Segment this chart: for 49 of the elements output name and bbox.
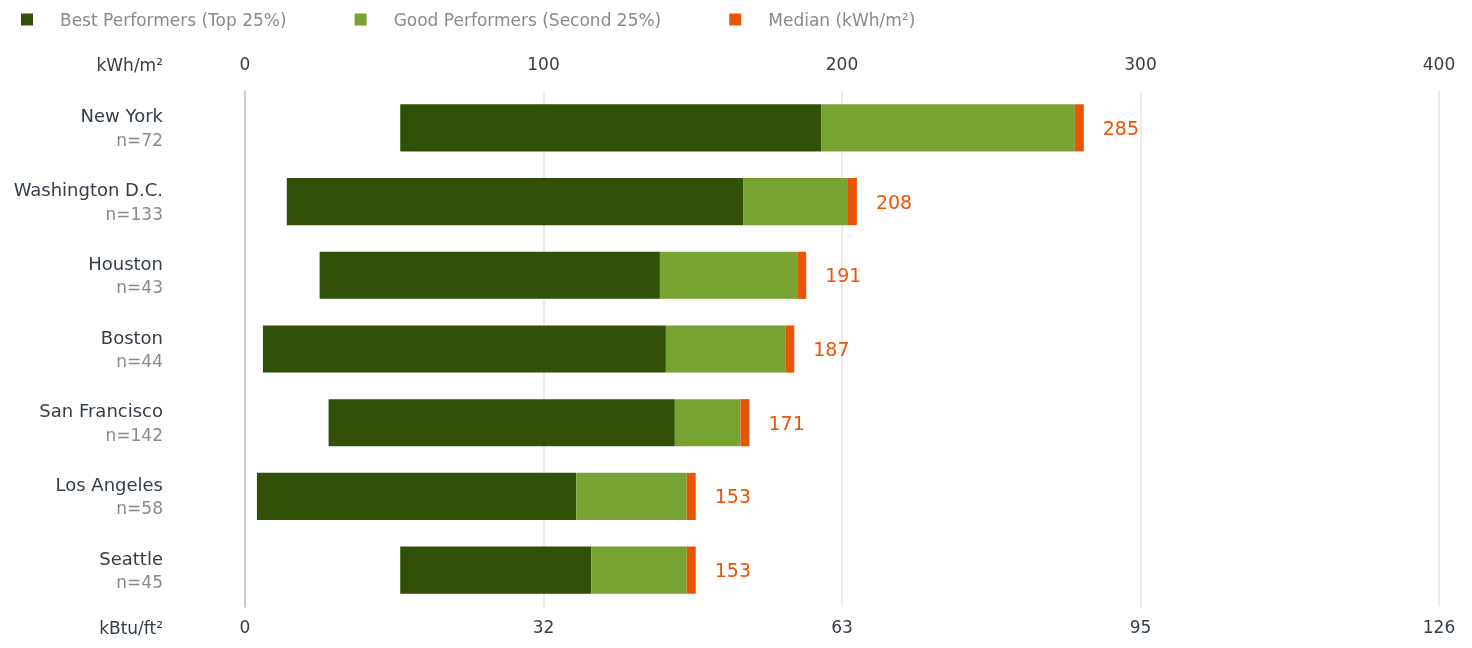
x-axis-title: kWh/m²	[96, 54, 163, 75]
bar	[686, 472, 696, 521]
x2-tick-label: 95	[1129, 616, 1152, 637]
x2-axis-title: kBtu/ft²	[99, 617, 163, 638]
bar	[319, 251, 660, 299]
bar	[821, 104, 1075, 152]
bar	[674, 399, 741, 447]
x2-tick-label: 126	[1422, 616, 1456, 637]
bar	[665, 325, 786, 373]
bar	[847, 177, 857, 226]
legend-label: Good Performers (Second 25%)	[393, 9, 662, 30]
y-tick-label: Washington D.C. n=133	[13, 179, 163, 224]
bar	[659, 251, 798, 299]
bar	[400, 104, 822, 152]
legend-label: Median (kWh/m²)	[768, 9, 916, 30]
bar	[686, 546, 696, 594]
bar	[328, 399, 675, 447]
bar	[576, 472, 687, 521]
annotation: 153	[714, 485, 751, 508]
y-tick-label: Seattle n=45	[99, 547, 163, 593]
x-tick-label: 200	[825, 53, 859, 74]
y-tick-label: New York n=72	[80, 105, 164, 150]
x2-tick-label: 0	[239, 616, 251, 637]
x2-tick-label: 63	[831, 616, 853, 637]
x2-tick-label: 32	[532, 616, 555, 637]
annotation: 285	[1102, 116, 1140, 139]
annotation: 187	[813, 338, 850, 360]
x-tick-label: 100	[527, 53, 560, 74]
bar	[743, 177, 848, 226]
x-tick-label: 0	[239, 53, 251, 74]
annotation: 171	[768, 411, 805, 434]
y-tick-label: San Francisco n=142	[39, 400, 163, 445]
y-tick-label: Los Angeles n=58	[55, 473, 163, 519]
bar	[262, 325, 666, 373]
annotation: 208	[875, 190, 913, 213]
annotation: 191	[825, 264, 862, 287]
legend-label: Best Performers (Top 25%)	[60, 9, 287, 30]
bar	[1074, 104, 1084, 152]
annotation: 153	[714, 559, 751, 582]
y-tick-label: Boston n=44	[100, 326, 163, 371]
x-tick-label: 400	[1422, 53, 1456, 74]
bar	[591, 546, 687, 594]
bar	[256, 472, 577, 521]
bar	[400, 546, 592, 594]
bar	[286, 177, 744, 226]
y-tick-label: Houston n=43	[88, 252, 163, 298]
x-tick-label: 300	[1124, 53, 1157, 74]
bar	[797, 251, 807, 299]
bar	[785, 325, 795, 373]
